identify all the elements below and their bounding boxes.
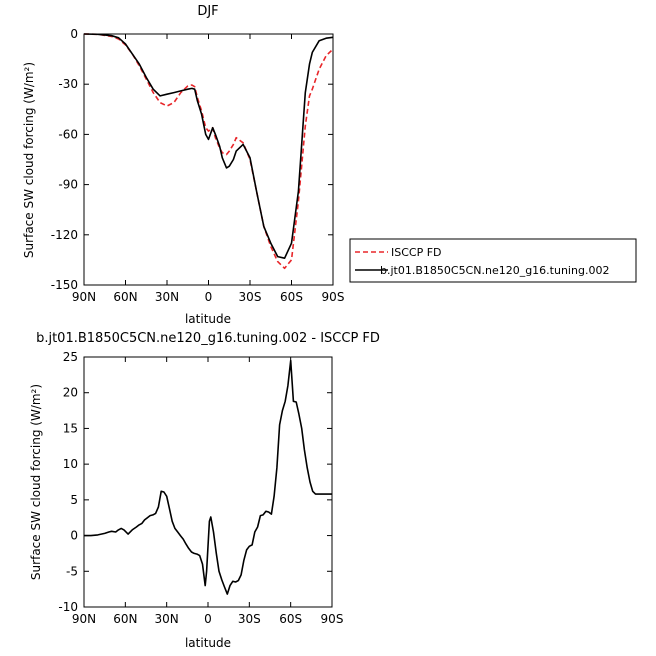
top-series-group xyxy=(83,33,334,270)
bottom-y-tick-label: 15 xyxy=(63,421,78,435)
top-x-tick-label: 30S xyxy=(239,290,262,304)
top-series-line-0 xyxy=(83,33,334,270)
top-y-tick-label: -150 xyxy=(51,278,78,292)
top-y-tick-label: 0 xyxy=(70,27,78,41)
bottom-y-axis: 25 20 15 10 5 0 -5 -10 xyxy=(58,350,332,614)
top-chart-title: DJF xyxy=(197,4,218,19)
top-x-tick-label: 90S xyxy=(322,290,345,304)
bottom-x-tick-label: 90N xyxy=(72,612,96,626)
bottom-y-tick-label: 10 xyxy=(63,457,78,471)
chart-bottom: b.jt01.B1850C5CN.ne120_g16.tuning.002 - … xyxy=(29,331,380,650)
top-y-tick-label: -60 xyxy=(58,127,78,141)
bottom-x-tick-label: 30S xyxy=(238,612,261,626)
bottom-x-axis-label: latitude xyxy=(185,636,231,650)
top-x-tick-label: 90N xyxy=(72,290,96,304)
bottom-y-tick-label: -5 xyxy=(66,564,78,578)
top-plot-frame xyxy=(83,33,334,286)
bottom-x-tick-label: 30N xyxy=(155,612,179,626)
top-x-tick-label: 0 xyxy=(205,290,213,304)
bottom-x-tick-label: 60S xyxy=(279,612,302,626)
top-x-axis: 90N 60N 30N 0 30S 60S 90S xyxy=(72,34,345,304)
bottom-plot-frame xyxy=(83,356,333,608)
bottom-y-tick-label: 20 xyxy=(63,386,78,400)
top-y-tick-label: -90 xyxy=(58,178,78,192)
top-x-tick-label: 60S xyxy=(280,290,303,304)
bottom-y-tick-label: 25 xyxy=(63,350,78,364)
top-y-tick-label: -120 xyxy=(51,228,78,242)
chart-top: DJF 90N 60N 30N 0 30S 60S 90S 0 -30 -60 -90 -120 -1… xyxy=(22,4,637,326)
bottom-y-tick-label: 0 xyxy=(70,529,78,543)
top-x-tick-label: 30N xyxy=(155,290,179,304)
legend-box xyxy=(349,238,637,283)
bottom-series-group xyxy=(84,359,332,595)
bottom-x-axis: 90N 60N 30N 0 30S 60S 90S xyxy=(72,357,344,626)
bottom-x-tick-label: 60N xyxy=(113,612,137,626)
legend-label-isccp: ISCCP FD xyxy=(391,246,442,259)
top-x-axis-label: latitude xyxy=(185,312,231,326)
bottom-chart-title: b.jt01.B1850C5CN.ne120_g16.tuning.002 - … xyxy=(36,331,380,346)
bottom-y-tick-label: -10 xyxy=(58,600,78,614)
top-y-axis: 0 -30 -60 -90 -120 -150 xyxy=(51,27,333,292)
bottom-y-axis-label: Surface SW cloud forcing (W/m²) xyxy=(29,384,43,580)
bottom-x-tick-label: 0 xyxy=(204,612,212,626)
legend: ISCCP FD b.jt01.B1850C5CN.ne120_g16.tuni… xyxy=(349,238,637,283)
top-x-tick-label: 60N xyxy=(113,290,137,304)
top-y-tick-label: -30 xyxy=(58,77,78,91)
bottom-x-tick-label: 90S xyxy=(321,612,344,626)
bottom-y-tick-label: 5 xyxy=(70,493,78,507)
legend-label-model: b.jt01.B1850C5CN.ne120_g16.tuning.002 xyxy=(380,264,609,277)
top-y-axis-label: Surface SW cloud forcing (W/m²) xyxy=(22,62,36,258)
bottom-series-line-0 xyxy=(84,359,332,595)
top-series-line-1 xyxy=(83,33,334,260)
